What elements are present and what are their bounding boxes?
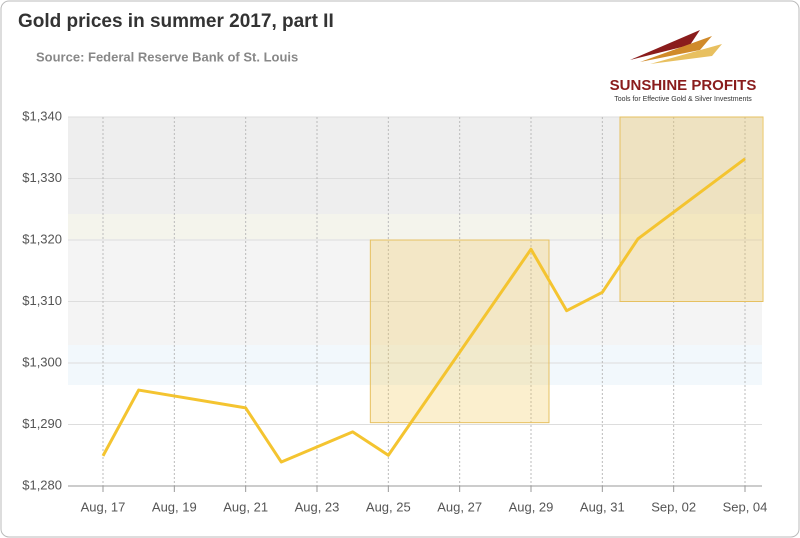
x-tick-label: Aug, 19 — [152, 499, 197, 514]
y-tick-label: $1,340 — [22, 108, 62, 123]
x-tick-label: Aug, 31 — [580, 499, 625, 514]
y-tick-label: $1,290 — [22, 416, 62, 431]
x-tick-label: Aug, 25 — [366, 499, 411, 514]
logo-tagline: Tools for Effective Gold & Silver Invest… — [614, 96, 752, 103]
highlight-box — [619, 116, 764, 302]
x-tick-label: Sep, 02 — [651, 499, 696, 514]
logo: SUNSHINE PROFITS Tools for Effective Gol… — [610, 30, 757, 103]
background-bands — [68, 117, 762, 385]
y-tick-label: $1,330 — [22, 170, 62, 185]
x-tick-label: Aug, 27 — [437, 499, 482, 514]
y-tick-label: $1,320 — [22, 231, 62, 246]
chart-subtitle: Source: Federal Reserve Bank of St. Loui… — [36, 49, 298, 64]
x-tick-label: Aug, 23 — [295, 499, 340, 514]
y-tick-label: $1,280 — [22, 477, 62, 492]
x-tick-label: Aug, 17 — [81, 499, 126, 514]
x-tick-label: Aug, 21 — [223, 499, 268, 514]
chart-title: Gold prices in summer 2017, part II — [18, 11, 334, 32]
highlight-box — [369, 239, 550, 424]
y-tick-label: $1,310 — [22, 293, 62, 308]
x-tick-label: Aug, 29 — [509, 499, 554, 514]
logo-name: SUNSHINE PROFITS — [610, 77, 757, 94]
x-tick-label: Sep, 04 — [723, 499, 768, 514]
line — [101, 157, 746, 464]
y-tick-label: $1,300 — [22, 354, 62, 369]
